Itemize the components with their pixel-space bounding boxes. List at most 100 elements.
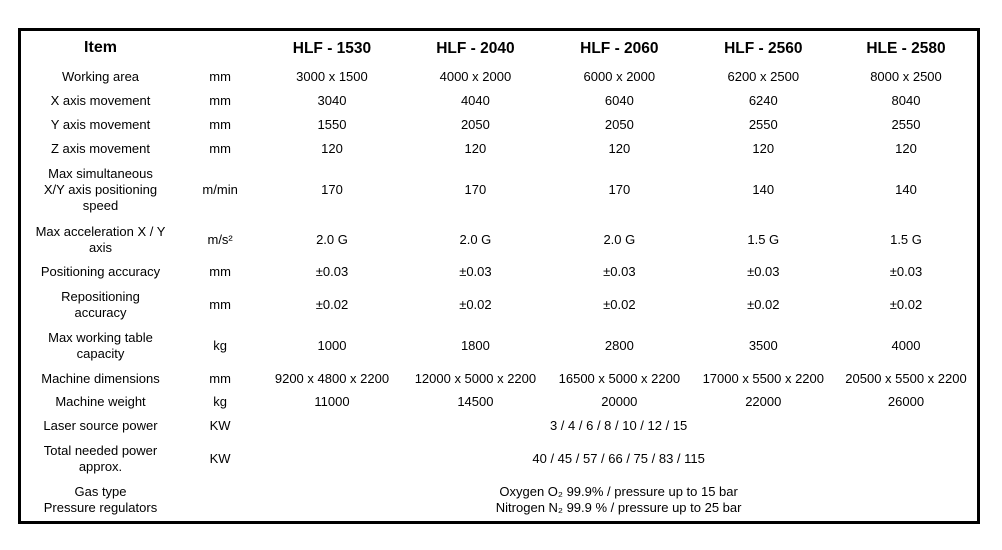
value-cell: 120 — [321, 140, 343, 156]
item-cell: X axis movement — [50, 92, 151, 108]
spec-row-positioning-accuracy: Positioning accuracy mm ±0.03 ±0.03 ±0.0… — [20, 261, 979, 285]
value-cell: 22000 — [745, 394, 782, 410]
item-cell: Y axis movement — [50, 116, 151, 132]
value-cell: 2.0 G — [603, 231, 636, 247]
spec-row-repositioning-accuracy: Repositioning accuracy mm ±0.02 ±0.02 ±0… — [20, 284, 979, 325]
item-cell: Machine dimensions — [41, 370, 160, 386]
spec-row-max-positioning-speed: Max simultaneous X/Y axis positioning sp… — [20, 161, 979, 220]
value-cell: 170 — [321, 181, 343, 197]
value-cell: 170 — [608, 181, 631, 197]
col-header-model-hlf-2040: HLF - 2040 — [436, 39, 515, 57]
unit-cell: kg — [213, 394, 227, 410]
value-cell: 2800 — [604, 338, 634, 354]
value-cell: ±0.02 — [459, 296, 492, 312]
spec-row-total-needed-power: Total needed power approx. KW 40 / 45 / … — [20, 438, 979, 479]
value-cell: ±0.02 — [603, 296, 636, 312]
unit-cell: mm — [209, 92, 231, 108]
value-cell: ±0.03 — [315, 264, 349, 280]
value-cell: 120 — [752, 140, 775, 156]
item-cell: Total needed power approx. — [43, 442, 158, 474]
spec-row-laser-source-power: Laser source power KW 3 / 4 / 6 / 8 / 10… — [20, 415, 979, 439]
spec-row-machine-dimensions: Machine dimensions mm 9200 x 4800 x 2200… — [20, 367, 979, 391]
value-cell: ±0.03 — [889, 264, 923, 280]
spanned-value-cell: 3 / 4 / 6 / 8 / 10 / 12 / 15 — [549, 418, 688, 434]
value-cell: 2050 — [460, 116, 490, 132]
value-cell: 1550 — [317, 116, 347, 132]
unit-cell: mm — [209, 296, 231, 312]
value-cell: 4000 — [891, 338, 921, 354]
item-cell: Working area — [61, 69, 140, 85]
value-cell: 2050 — [604, 116, 634, 132]
value-cell: 1.5 G — [890, 231, 922, 247]
value-cell: 170 — [464, 181, 487, 197]
item-cell: Max working table capacity — [48, 329, 153, 362]
item-cell: Positioning accuracy — [40, 264, 161, 280]
spec-row-max-acceleration: Max acceleration X / Y axis m/s² 2.0 G 2… — [20, 219, 979, 260]
value-cell: 3000 x 1500 — [296, 69, 368, 85]
spanned-value-cell: Oxygen O₂ 99.9% / pressure up to 15 bar … — [495, 484, 742, 516]
unit-cell — [180, 480, 260, 523]
value-cell: 2.0 G — [459, 231, 492, 247]
value-cell: ±0.02 — [889, 296, 923, 312]
item-cell: Machine weight — [55, 394, 146, 410]
value-cell: 11000 — [314, 394, 350, 410]
value-cell: 140 — [752, 181, 775, 197]
item-cell: Z axis movement — [51, 140, 150, 156]
value-cell: 2550 — [891, 116, 921, 132]
value-cell: 6000 x 2000 — [583, 69, 656, 85]
value-cell: 8040 — [891, 92, 921, 108]
value-cell: 120 — [895, 140, 917, 156]
item-cell: Laser source power — [43, 418, 158, 434]
machine-spec-table: Item HLF - 1530 HLF - 2040 HLF - 2060 HL… — [18, 28, 980, 524]
value-cell: ±0.03 — [603, 264, 636, 280]
spec-row-z-axis-movement: Z axis movement mm 120 120 120 120 120 — [20, 137, 979, 161]
value-cell: ±0.03 — [459, 264, 492, 280]
col-header-model-hle-2580: HLE - 2580 — [866, 39, 946, 57]
spec-row-working-area: Working area mm 3000 x 1500 4000 x 2000 … — [20, 65, 979, 89]
value-cell: 1000 — [317, 338, 347, 354]
header-row: Item HLF - 1530 HLF - 2040 HLF - 2060 HL… — [20, 30, 979, 66]
value-cell: 9200 x 4800 x 2200 — [274, 370, 390, 386]
spec-row-gas-type-pressure-regulators: Gas type Pressure regulators Oxygen O₂ 9… — [20, 480, 979, 523]
value-cell: 120 — [464, 140, 487, 156]
value-cell: 26000 — [887, 394, 925, 410]
value-cell: 20000 — [601, 394, 638, 410]
value-cell: 6240 — [748, 92, 778, 108]
value-cell: 20500 x 5500 x 2200 — [845, 370, 967, 386]
unit-cell: mm — [209, 140, 231, 156]
col-header-model-hlf-2560: HLF - 2560 — [724, 39, 803, 57]
value-cell: 1.5 G — [747, 231, 780, 247]
unit-cell: m/s² — [207, 231, 233, 247]
col-header-model-hlf-1530: HLF - 1530 — [292, 39, 372, 57]
unit-cell: mm — [209, 370, 231, 386]
item-cell: Max acceleration X / Y axis — [35, 223, 166, 255]
unit-cell: KW — [209, 418, 231, 434]
value-cell: 120 — [608, 140, 631, 156]
value-cell: 16500 x 5000 x 2200 — [558, 370, 681, 386]
value-cell: 12000 x 5000 x 2200 — [414, 370, 537, 386]
value-cell: 4040 — [460, 92, 490, 108]
col-header-item: Item — [84, 39, 117, 57]
unit-cell: kg — [213, 338, 227, 354]
value-cell: 4000 x 2000 — [439, 69, 512, 85]
spec-row-max-table-capacity: Max working table capacity kg 1000 1800 … — [20, 326, 979, 367]
item-cell: Gas type Pressure regulators — [43, 484, 158, 516]
unit-cell: mm — [209, 116, 231, 132]
value-cell: 14500 — [457, 394, 494, 410]
value-cell: 6040 — [604, 92, 634, 108]
spec-row-y-axis-movement: Y axis movement mm 1550 2050 2050 2550 2… — [20, 113, 979, 137]
item-cell: Repositioning accuracy — [61, 288, 140, 320]
value-cell: 3500 — [748, 338, 778, 354]
value-cell: 2550 — [748, 116, 778, 132]
value-cell: 2.0 G — [316, 231, 348, 247]
value-cell: ±0.03 — [747, 264, 780, 280]
spec-row-x-axis-movement: X axis movement mm 3040 4040 6040 6240 8… — [20, 89, 979, 113]
value-cell: 17000 x 5500 x 2200 — [702, 370, 824, 386]
value-cell: 1800 — [460, 338, 490, 354]
unit-cell: mm — [209, 264, 231, 280]
value-cell: 140 — [895, 181, 917, 197]
unit-cell: KW — [209, 450, 231, 466]
unit-cell: m/min — [202, 181, 238, 197]
value-cell: 8000 x 2500 — [870, 69, 942, 85]
